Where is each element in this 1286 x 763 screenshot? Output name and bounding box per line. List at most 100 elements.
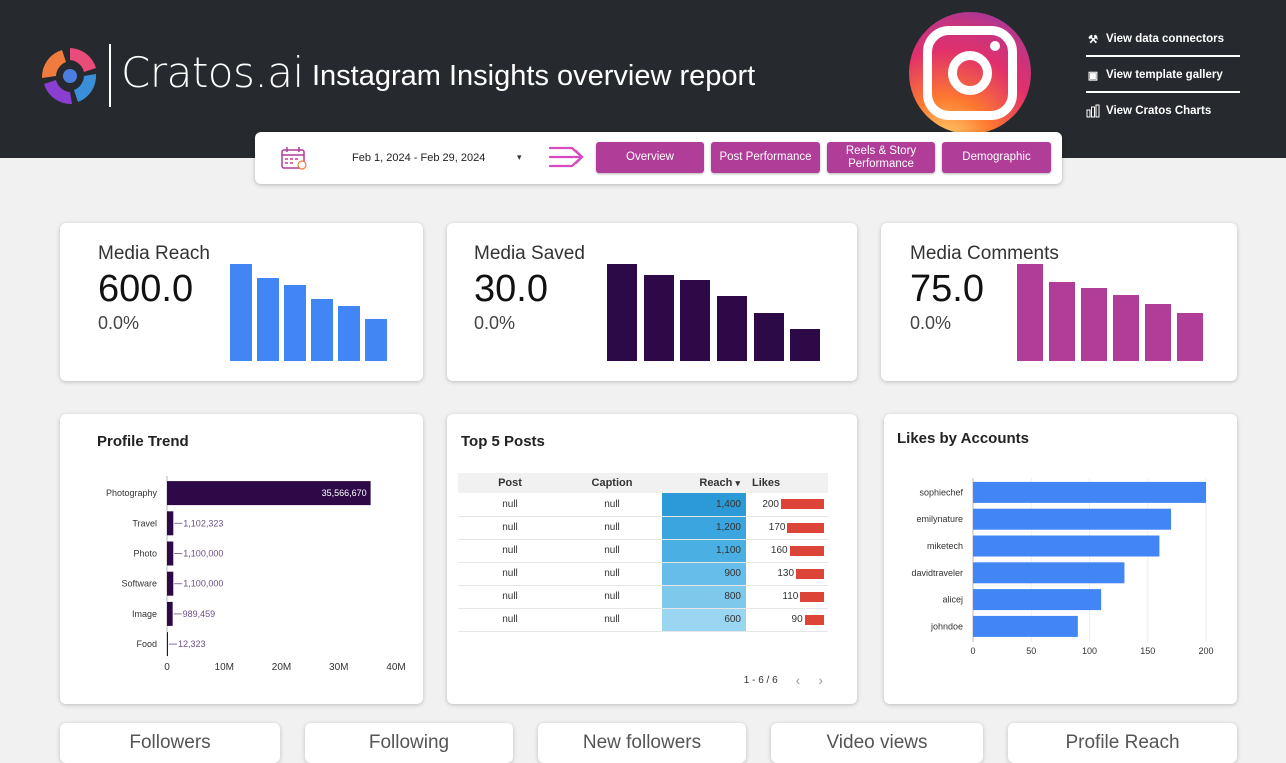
tab-post-performance[interactable]: Post Performance <box>711 142 820 173</box>
cell-post: null <box>458 608 562 632</box>
x-tick-label: 40M <box>386 662 405 673</box>
x-tick-label: 150 <box>1140 646 1155 656</box>
report-title: Instagram Insights overview report <box>312 60 756 92</box>
cratos-logo-icon <box>41 48 97 105</box>
sort-desc-icon: ▾ <box>735 478 740 488</box>
cell-post: null <box>458 539 562 563</box>
logo-divider <box>109 44 111 107</box>
column-header-reach[interactable]: Reach ▾ <box>662 473 746 493</box>
caret-down-icon[interactable]: ▾ <box>517 152 522 162</box>
cell-likes: 110 <box>746 585 828 609</box>
followers-card: Followers <box>60 723 280 763</box>
cell-reach: 800 <box>662 585 746 609</box>
category-label: sophiechef <box>919 487 963 497</box>
kpi-bar <box>230 264 253 361</box>
gallery-icon: ▣ <box>1087 69 1099 82</box>
likes-bar <box>973 589 1102 611</box>
table-row[interactable]: null null 900 130 <box>458 562 828 586</box>
new-followers-card: New followers <box>538 723 746 763</box>
view-data-connectors-link[interactable]: ⚒ View data connectors <box>1086 30 1240 48</box>
instagram-logo-icon <box>909 12 1031 134</box>
chevron-right-icon[interactable]: › <box>818 672 823 688</box>
kpi-bar <box>643 274 674 361</box>
cell-caption: null <box>562 608 662 632</box>
kpi-bar <box>1177 312 1204 361</box>
kpi-bar <box>1017 264 1044 361</box>
tab-demographic[interactable]: Demographic <box>942 142 1051 173</box>
link-divider <box>1086 91 1240 93</box>
link-label: View Cratos Charts <box>1106 105 1212 117</box>
cell-post: null <box>458 585 562 609</box>
table-row[interactable]: null null 1,400 200 <box>458 493 828 517</box>
trend-bar <box>167 632 168 657</box>
data-label: 12,323 <box>178 639 206 649</box>
link-label: View template gallery <box>1106 69 1223 81</box>
kpi-sparkbars <box>230 261 392 361</box>
calendar-icon[interactable] <box>281 146 307 170</box>
bar-chart-icon <box>1086 104 1100 118</box>
kpi-card-media-reach: Media Reach 600.0 0.0% <box>60 223 423 381</box>
likes-value: 170 <box>768 522 786 533</box>
likes-bar <box>781 499 824 510</box>
kpi-sparkbars <box>1017 261 1209 361</box>
cell-reach: 600 <box>662 608 746 632</box>
cell-reach: 1,100 <box>662 539 746 563</box>
kpi-bar <box>1049 281 1076 361</box>
kpi-label: Media Reach <box>98 243 210 264</box>
x-tick-label: 10M <box>215 662 234 673</box>
table-row[interactable]: null null 1,100 160 <box>458 539 828 563</box>
header: Cratos.ai Instagram Insights overview re… <box>0 0 1286 158</box>
link-label: View data connectors <box>1106 33 1225 45</box>
cell-caption: null <box>562 516 662 540</box>
column-header-likes[interactable]: Likes <box>746 473 828 493</box>
kpi-change: 0.0% <box>910 313 952 333</box>
cell-reach: 1,200 <box>662 516 746 540</box>
view-cratos-charts-link[interactable]: View Cratos Charts <box>1086 102 1240 120</box>
panel-title: Top 5 Posts <box>461 433 545 450</box>
profile-trend-card: Profile Trend 0 10M 20M 30M 40M Photography 35… <box>60 414 423 704</box>
cell-likes: 170 <box>746 516 828 540</box>
tab-overview[interactable]: Overview <box>596 142 704 173</box>
link-divider <box>1086 55 1240 57</box>
cell-reach: 900 <box>662 562 746 586</box>
tab-reels-story-performance[interactable]: Reels & Story Performance <box>827 142 935 173</box>
cell-caption: null <box>562 562 662 586</box>
trend-bar <box>167 601 173 626</box>
top-posts-body: null null 1,400 200 null null 1,200 170 null null… <box>458 493 828 632</box>
kpi-bar <box>1081 288 1108 361</box>
date-range-picker[interactable]: Feb 1, 2024 - Feb 29, 2024 <box>352 152 486 164</box>
likes-cell: 170 <box>746 522 828 533</box>
likes-bar <box>787 522 824 533</box>
likes-bar <box>804 614 824 625</box>
category-label: davidtraveler <box>911 568 963 578</box>
panel-title: Profile Trend <box>97 433 189 450</box>
likes-bar <box>973 481 1206 503</box>
likes-by-accounts-card: Likes by Accounts 0 50 100 150 200 sophiechef… <box>884 414 1237 704</box>
x-tick-label: 20M <box>272 662 291 673</box>
kpi-label: Media Comments <box>910 243 1059 264</box>
view-template-gallery-link[interactable]: ▣ View template gallery <box>1086 66 1240 84</box>
table-row[interactable]: null null 800 110 <box>458 585 828 609</box>
column-header-caption[interactable]: Caption <box>562 473 662 493</box>
x-tick-label: 200 <box>1198 646 1213 656</box>
kpi-bar <box>284 284 307 361</box>
likes-value: 90 <box>791 614 803 625</box>
cell-likes: 130 <box>746 562 828 586</box>
likes-cell: 160 <box>746 545 828 556</box>
kpi-bar <box>1145 303 1172 361</box>
category-label: Image <box>132 609 157 619</box>
likes-bar <box>789 545 824 556</box>
likes-bar <box>973 615 1078 637</box>
column-header-post[interactable]: Post <box>458 473 562 493</box>
trend-bar <box>167 511 174 536</box>
controls-bar: Feb 1, 2024 - Feb 29, 2024 ▾ Overview Po… <box>255 132 1062 184</box>
chevron-left-icon[interactable]: ‹ <box>795 672 801 688</box>
table-row[interactable]: null null 600 90 <box>458 608 828 632</box>
likes-bar <box>973 535 1160 557</box>
wrench-icon: ⚒ <box>1088 33 1098 46</box>
cell-post: null <box>458 562 562 586</box>
top-posts-table: Post Caption Reach ▾ Likes null null 1,400… <box>458 473 828 632</box>
likes-cell: 90 <box>746 614 828 625</box>
table-row[interactable]: null null 1,200 170 <box>458 516 828 540</box>
category-label: Software <box>121 579 157 589</box>
